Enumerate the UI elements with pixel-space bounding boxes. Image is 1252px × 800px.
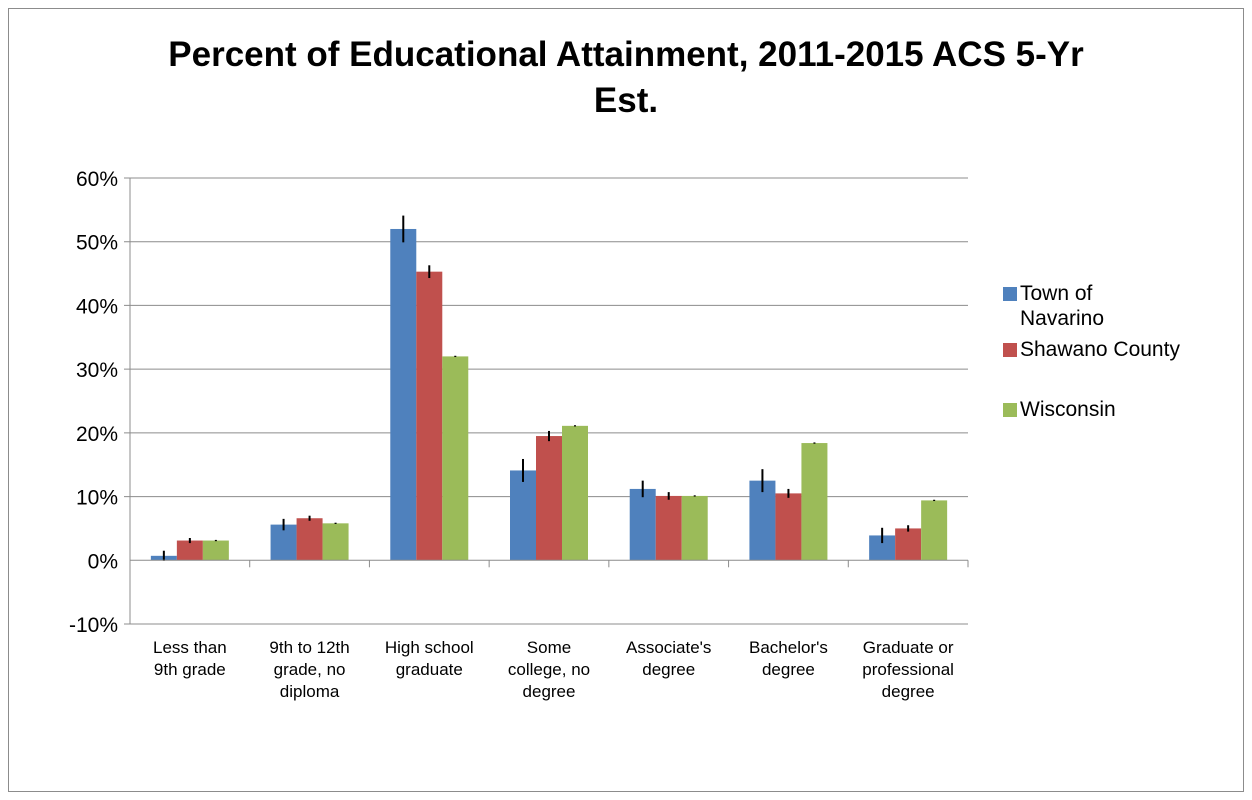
category-label: Graduate or (863, 638, 954, 657)
category-label: High school (385, 638, 474, 657)
category-label: degree (762, 660, 815, 679)
y-tick-label: 0% (88, 550, 118, 573)
bar (655, 495, 682, 561)
chart-title-line: Est. (594, 81, 658, 120)
bar-series (150, 215, 948, 561)
axes (129, 178, 969, 624)
category-label: degree (882, 682, 935, 701)
category-label: diploma (280, 682, 340, 701)
category-label: degree (642, 660, 695, 679)
bar (749, 480, 776, 561)
chart-title-line: Percent of Educational Attainment, 2011-… (168, 35, 1084, 74)
y-tick-label: 40% (76, 295, 118, 318)
bar (629, 488, 656, 561)
y-tick-label: 60% (76, 168, 118, 191)
bar (681, 495, 708, 561)
chart-title: Percent of Educational Attainment, 2011-… (168, 35, 1084, 120)
bar (775, 493, 802, 561)
y-tick-label: 20% (76, 423, 118, 446)
chart-frame (8, 8, 1244, 792)
bar (176, 540, 203, 561)
bar (442, 356, 469, 561)
y-axis-ticks: -10% 0% 10% 20% 30% 40% 50% 60% (69, 168, 118, 637)
bar (510, 470, 536, 561)
category-label: Bachelor's (749, 638, 828, 657)
legend-label: Navarino (1020, 307, 1104, 330)
bar (536, 436, 562, 561)
category-label: Less than (153, 638, 227, 657)
category-label: grade, no (274, 660, 346, 679)
legend-label: Wisconsin (1020, 398, 1116, 421)
y-tick-label: 10% (76, 487, 118, 510)
category-label: college, no (508, 660, 590, 679)
y-tick-label: 30% (76, 359, 118, 382)
bar (895, 528, 922, 561)
category-label: Some (527, 638, 571, 657)
bar (390, 228, 417, 561)
category-label: 9th grade (154, 660, 226, 679)
category-label: graduate (396, 660, 463, 679)
bar (322, 523, 349, 561)
legend-swatch (1003, 343, 1017, 357)
bar (270, 524, 297, 561)
legend-swatch (1003, 403, 1017, 417)
legend-label: Town of (1020, 282, 1093, 305)
y-tick-label: -10% (69, 614, 118, 637)
bar (202, 540, 229, 561)
bar (801, 443, 828, 561)
bar (921, 500, 948, 561)
x-axis-categories: Less than 9th grade 9th to 12th grade, no di… (153, 638, 954, 701)
category-label: 9th to 12th (269, 638, 349, 657)
category-label: Associate's (626, 638, 711, 657)
category-label: degree (523, 682, 576, 701)
legend-swatch (1003, 287, 1017, 301)
category-label: professional (862, 660, 954, 679)
bar (296, 518, 323, 561)
bar (416, 271, 443, 561)
y-tick-label: 50% (76, 232, 118, 255)
bar (562, 425, 588, 561)
legend-label: Shawano County (1020, 338, 1180, 361)
